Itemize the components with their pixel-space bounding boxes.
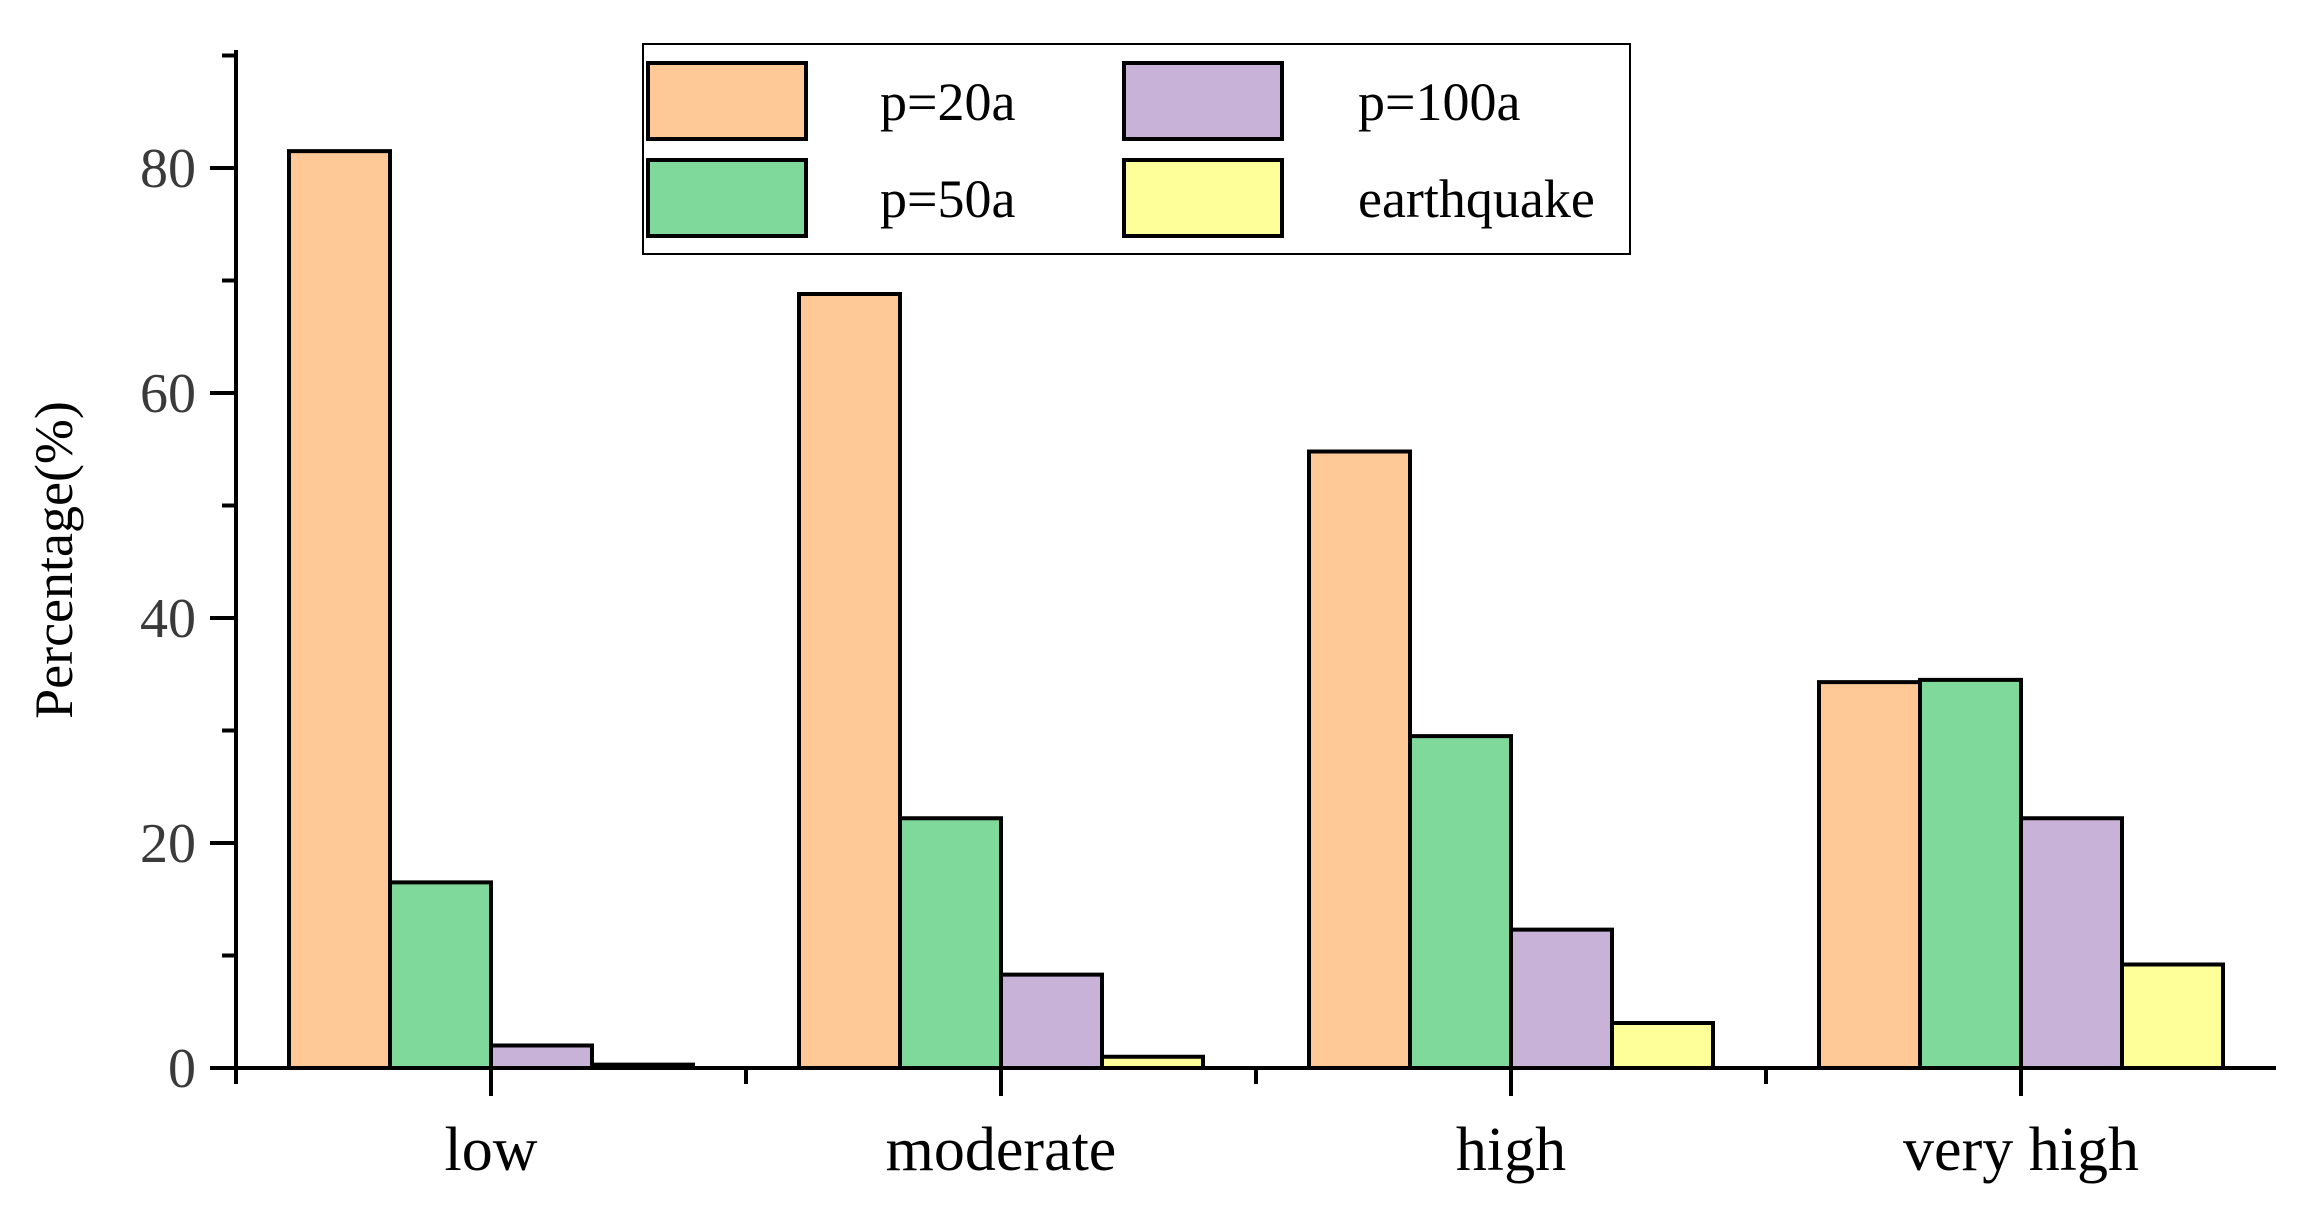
- bar-p-100a-high: [1509, 927, 1614, 1070]
- bar-p-50a-moderate: [898, 816, 1003, 1070]
- legend-swatch-p-50a: [646, 158, 808, 238]
- y-tick-label: 0: [168, 1038, 196, 1100]
- legend-label-earthquake: earthquake: [1358, 169, 1595, 229]
- bar-p-100a-very-high: [2019, 816, 2124, 1070]
- legend-swatch-p-20a: [646, 61, 808, 141]
- y-tick-label: 20: [140, 813, 196, 875]
- bar-p-20a-very-high: [1817, 680, 1922, 1070]
- bar-p-100a-moderate: [999, 972, 1104, 1070]
- bar-p-100a-low: [489, 1043, 594, 1070]
- y-tick-label: 80: [140, 138, 196, 200]
- bar-p-20a-moderate: [797, 292, 902, 1070]
- bar-p-50a-high: [1408, 734, 1513, 1070]
- bar-p-20a-low: [287, 149, 392, 1070]
- legend-label-p-100a: p=100a: [1358, 72, 1520, 132]
- legend-label-p-20a: p=20a: [880, 72, 1015, 132]
- x-tick-label-moderate: moderate: [886, 1116, 1117, 1184]
- bar-p-50a-low: [388, 880, 493, 1070]
- bars-layer: [287, 149, 2225, 1070]
- axes-layer: 0 20 40 60 80 low moderate high very high: [140, 50, 2276, 1184]
- bar-earthquake-high: [1610, 1021, 1715, 1070]
- legend-label-p-50a: p=50a: [880, 169, 1015, 229]
- legend-swatch-earthquake: [1122, 158, 1284, 238]
- x-tick-label-high: high: [1456, 1116, 1566, 1184]
- bar-p-50a-very-high: [1918, 677, 2023, 1070]
- legend-swatch-p-100a: [1122, 61, 1284, 141]
- bar-p-20a-high: [1307, 449, 1412, 1070]
- x-tick-label-very-high: very high: [1903, 1116, 2139, 1184]
- legend: p=20a p=50a p=100a earthquake: [642, 43, 1631, 255]
- y-axis-title: Percentage(%): [24, 401, 84, 719]
- y-tick-label: 60: [140, 363, 196, 425]
- bar-earthquake-very-high: [2120, 962, 2225, 1070]
- y-tick-label: 40: [140, 588, 196, 650]
- x-tick-label-low: low: [445, 1116, 538, 1184]
